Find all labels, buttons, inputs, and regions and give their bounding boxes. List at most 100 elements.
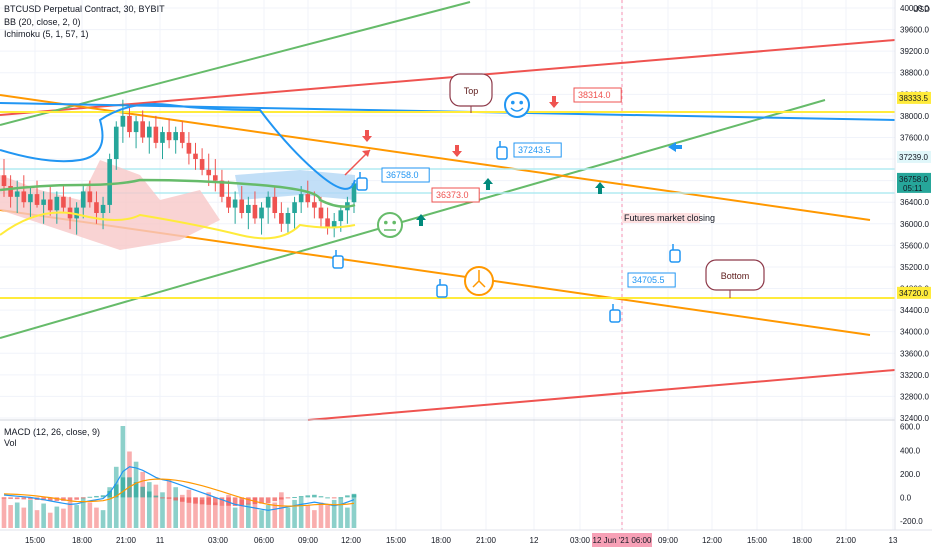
- price-tick-label: 38800.0: [900, 69, 929, 78]
- callout-bottom: Bottom: [721, 271, 750, 281]
- macd-hist-bar: [325, 497, 330, 499]
- volume-bar: [28, 499, 33, 528]
- volume-bar: [279, 492, 284, 528]
- macd-hist-bar: [67, 497, 73, 501]
- bb-legend[interactable]: BB (20, close, 2, 0): [4, 17, 81, 27]
- volume-bar: [193, 497, 198, 528]
- time-tick-label: 13: [889, 536, 898, 545]
- candle-body: [338, 210, 344, 222]
- ichimoku-legend[interactable]: Ichimoku (5, 1, 57, 1): [4, 29, 89, 39]
- volume-bar: [186, 489, 192, 528]
- volume-bar: [259, 510, 264, 528]
- hand-icon-4: [436, 284, 448, 298]
- price-tag-cyan-bg: [897, 150, 931, 163]
- hand-icon-1: [356, 177, 368, 191]
- candle-body: [292, 202, 297, 213]
- volume-bar: [252, 497, 258, 528]
- price-tick-label: 32400.0: [900, 414, 929, 423]
- bb-upper: [0, 103, 356, 190]
- price-tick-label: 36400.0: [900, 198, 929, 207]
- time-tick-label: 18:00: [792, 536, 813, 545]
- macd-hist-bar: [14, 497, 20, 500]
- label-37243: 37243.5: [518, 145, 551, 155]
- volume-bar: [87, 502, 93, 528]
- macd-line: [3, 466, 355, 511]
- candle-body: [127, 115, 132, 133]
- macd-hist-bar: [338, 497, 344, 499]
- candle-body: [153, 126, 159, 143]
- price-axis[interactable]: 32400.0 32800.0 33200.0 33600.0 34000.0 34400…: [894, 0, 932, 530]
- macd-hist-bar: [351, 493, 357, 498]
- macd-legend[interactable]: MACD (12, 26, close, 9): [4, 427, 101, 437]
- candle-body: [166, 132, 172, 141]
- candle-body: [113, 126, 119, 160]
- macd-hist-bar: [265, 497, 271, 504]
- macd-hist-bar: [100, 495, 106, 498]
- label-38314: 38314.0: [578, 90, 611, 100]
- macd-hist-bar: [41, 497, 46, 501]
- volume-bar: [325, 505, 330, 528]
- note-futures-closing: Futures market closing: [624, 213, 715, 223]
- candle-body: [21, 191, 27, 203]
- time-tick-label: 03:00: [208, 536, 229, 545]
- macd-hist-bar: [331, 497, 337, 499]
- arrow-line-head: [362, 150, 370, 157]
- macd-hist-bar: [206, 497, 212, 505]
- price-tick-label: 33600.0: [900, 349, 929, 358]
- cursor-time-bg: [592, 533, 652, 547]
- price-tick-label: 39200.0: [900, 47, 929, 56]
- candle-body: [246, 204, 251, 213]
- candle-body: [120, 115, 126, 127]
- arrow-up-3: [595, 182, 605, 194]
- volume-bar: [173, 487, 179, 528]
- macd-hist-bar: [47, 497, 53, 501]
- candle-body: [312, 202, 317, 208]
- price-axis-bg: [895, 0, 932, 530]
- label-34705-box: [627, 272, 676, 288]
- macd-hist-bar: [232, 497, 238, 506]
- candle-body: [318, 207, 324, 219]
- candle-body: [41, 199, 46, 205]
- macd-hist-bar: [246, 497, 251, 505]
- candle-body: [232, 199, 238, 208]
- volume-bar: [338, 497, 344, 528]
- neutral-face-icon-eye-l: [384, 220, 388, 225]
- trend-line-orange-upper: [0, 94, 871, 221]
- clock-face-hands: [472, 270, 486, 288]
- volume-bar: [206, 492, 212, 528]
- arrow-down-3: [549, 96, 559, 108]
- time-tick-label: 15:00: [25, 536, 46, 545]
- volume-bar: [239, 499, 245, 528]
- candle-body: [213, 175, 218, 181]
- macd-hist-bar: [285, 497, 291, 499]
- indicator-lines: [0, 103, 356, 240]
- volume-bar: [100, 510, 106, 528]
- signal-line: [3, 478, 355, 507]
- volume-bar: [179, 494, 185, 528]
- time-tick-label: 18:00: [431, 536, 452, 545]
- last-price-bg: [897, 172, 931, 193]
- price-tag-cyan: 37239.0: [899, 153, 928, 162]
- hand-icon-6: [609, 309, 621, 323]
- callout-top: Top: [464, 86, 479, 96]
- macd-hist-bar: [279, 497, 284, 500]
- label-36373: 36373.0: [436, 190, 469, 200]
- candle-body: [305, 194, 311, 203]
- price-tick-label: 34400.0: [900, 306, 929, 315]
- ichimoku-baseline: [0, 178, 356, 208]
- time-axis[interactable]: 15:00 18:00 21:00 11 03:00 06:00 09:00 12:00 15:…: [0, 529, 932, 547]
- macd-hist-bar: [74, 497, 79, 500]
- candle-body: [331, 221, 337, 227]
- candle-body: [133, 121, 139, 133]
- price-tick-label: 34000.0: [900, 328, 929, 337]
- macd-hist-bar: [8, 497, 13, 499]
- vol-legend[interactable]: Vol: [4, 438, 17, 448]
- candle-body: [325, 218, 330, 227]
- macd-hist-bar: [113, 484, 119, 498]
- macd-hist-bar: [193, 497, 198, 504]
- time-tick-label: 06:00: [254, 536, 275, 545]
- macd-hist-bar: [318, 496, 324, 498]
- cursor-time-label: 12 Jun '21 06:00: [593, 536, 652, 545]
- macd-hist-bar: [1, 497, 7, 499]
